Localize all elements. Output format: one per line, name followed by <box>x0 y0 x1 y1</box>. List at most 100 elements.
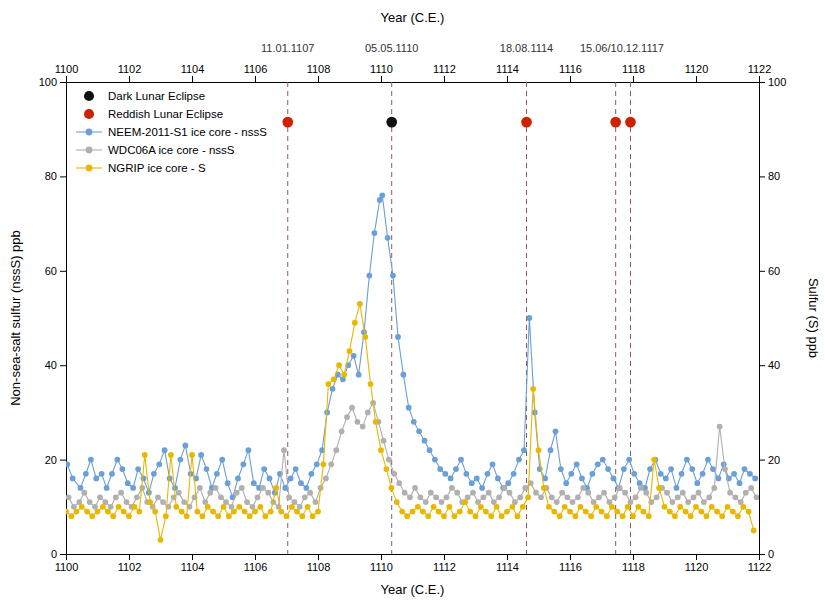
point <box>135 466 141 472</box>
tick: 1112 <box>433 554 456 573</box>
point <box>517 494 523 500</box>
point <box>536 447 542 453</box>
point <box>336 362 342 368</box>
point <box>268 509 274 515</box>
legend-swatch <box>86 147 93 154</box>
point <box>314 461 320 467</box>
point <box>433 494 439 500</box>
legend-label: NEEM-2011-S1 ice core - nssS <box>108 126 267 138</box>
tick-mark <box>759 554 765 555</box>
point <box>621 466 627 472</box>
series <box>66 192 758 500</box>
point <box>458 457 464 463</box>
tick-mark <box>507 554 508 560</box>
x-axis-title: Year (C.E.) <box>381 582 445 597</box>
tick-label: 1106 <box>244 561 268 573</box>
point <box>563 480 569 486</box>
point <box>416 428 422 434</box>
tick-label: 1104 <box>181 561 205 573</box>
point <box>504 509 510 515</box>
point <box>494 504 500 510</box>
legend-label: WDC06A ice core - nssS <box>108 144 235 156</box>
tick-mark <box>381 554 382 560</box>
event-label: 11.01.1107 <box>261 42 314 54</box>
x-axis: 1100110211041106110811101112111411161118… <box>55 554 772 573</box>
tick: 60 <box>45 265 66 277</box>
point <box>538 494 544 500</box>
point <box>747 471 753 477</box>
point <box>570 499 576 505</box>
point <box>693 504 699 510</box>
point <box>546 504 552 510</box>
point <box>511 471 517 477</box>
point <box>200 513 206 519</box>
point <box>752 476 758 482</box>
point <box>541 485 547 491</box>
point <box>273 485 279 491</box>
point <box>521 447 527 453</box>
point <box>483 509 489 515</box>
point <box>452 513 458 519</box>
point <box>480 494 486 500</box>
tick-mark <box>318 554 319 560</box>
point <box>330 386 336 392</box>
point <box>289 504 295 510</box>
point <box>432 457 438 463</box>
point <box>423 499 429 505</box>
point <box>439 499 445 505</box>
tick-mark <box>759 176 765 177</box>
point <box>286 494 292 500</box>
tick-mark <box>60 176 66 177</box>
point <box>110 513 116 519</box>
point <box>706 494 712 500</box>
point <box>400 372 406 378</box>
y-axis: 020406080100 <box>39 76 67 560</box>
point <box>526 315 532 321</box>
series-line <box>69 403 757 507</box>
event-dot <box>610 117 621 128</box>
point <box>66 461 70 467</box>
legend-label: Dark Lunar Eclipse <box>108 90 205 102</box>
tick-mark <box>696 76 697 82</box>
point <box>674 485 680 491</box>
tick-label: 1120 <box>685 561 709 573</box>
point <box>453 466 459 472</box>
point <box>66 509 69 515</box>
point <box>614 509 620 515</box>
point <box>247 513 253 519</box>
point <box>730 509 736 515</box>
point <box>525 494 531 500</box>
point <box>176 490 182 496</box>
point <box>656 485 662 491</box>
point <box>390 273 396 279</box>
point <box>219 457 225 463</box>
point <box>646 513 652 519</box>
point <box>155 494 161 500</box>
point <box>109 471 115 477</box>
point <box>183 443 189 449</box>
point <box>625 504 631 510</box>
point <box>207 490 213 496</box>
plot-area <box>66 82 759 554</box>
tick-mark <box>192 76 193 82</box>
point <box>315 509 321 515</box>
event-dot <box>625 117 636 128</box>
tick-label: 1122 <box>748 561 772 573</box>
point <box>626 457 632 463</box>
point <box>714 509 720 515</box>
tick-mark <box>66 76 67 82</box>
point <box>474 476 480 482</box>
point <box>379 192 385 198</box>
point <box>754 494 759 500</box>
event-dot <box>521 117 532 128</box>
point <box>633 494 639 500</box>
point <box>496 494 502 500</box>
point <box>694 480 700 486</box>
tick-mark <box>570 554 571 560</box>
tick-mark <box>129 554 130 560</box>
point <box>441 513 447 519</box>
point <box>463 471 469 477</box>
tick: 40 <box>45 359 66 371</box>
point <box>751 528 757 534</box>
tick-mark <box>129 76 130 82</box>
